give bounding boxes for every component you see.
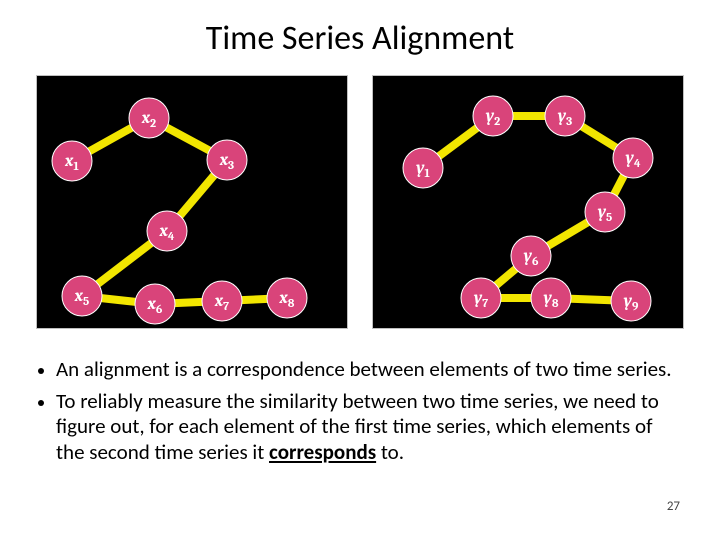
panels-row: x1 x2 x3 x4 x5 x6 x7 x8 y1 y2 y3 y4 y5 y6y7 y8 y9 [28,75,692,329]
node-y8: y8 [531,278,571,318]
node-y6: y6 [511,236,551,276]
node-y7: y7 [461,278,501,318]
node-y5: y5 [585,192,625,232]
node-x4: x4 [147,211,187,251]
node-y4: y4 [613,138,653,178]
node-x2: x2 [129,98,169,138]
bullet-2-text-b: to. [376,439,404,465]
right-graph: y1 y2 y3 y4 y5 y6y7 y8 y9 [373,76,683,328]
node-x5: x5 [62,276,102,316]
page-number: 27 [667,499,680,514]
node-y3: y3 [545,96,585,136]
bullet-2-corresponds: corresponds [269,439,376,465]
bullet-1: An alignment is a correspondence between… [56,357,682,383]
node-y9: y9 [611,281,651,321]
node-y1: y1 [403,148,443,188]
node-x7: x7 [202,281,242,321]
bullet-2: To reliably measure the similarity betwe… [56,389,682,466]
slide: Time Series Alignment x1 x2 x3 x4 x5 x6 x7 x8 y… [0,0,720,540]
left-panel: x1 x2 x3 x4 x5 x6 x7 x8 [36,75,348,329]
node-x1: x1 [52,141,92,181]
node-y2: y2 [473,96,513,136]
node-x6: x6 [135,284,175,324]
left-graph: x1 x2 x3 x4 x5 x6 x7 x8 [37,76,347,328]
bullet-list: An alignment is a correspondence between… [28,357,692,465]
right-panel: y1 y2 y3 y4 y5 y6y7 y8 y9 [372,75,684,329]
node-x3: x3 [207,140,247,180]
page-title: Time Series Alignment [28,18,692,59]
node-x8: x8 [267,278,307,318]
